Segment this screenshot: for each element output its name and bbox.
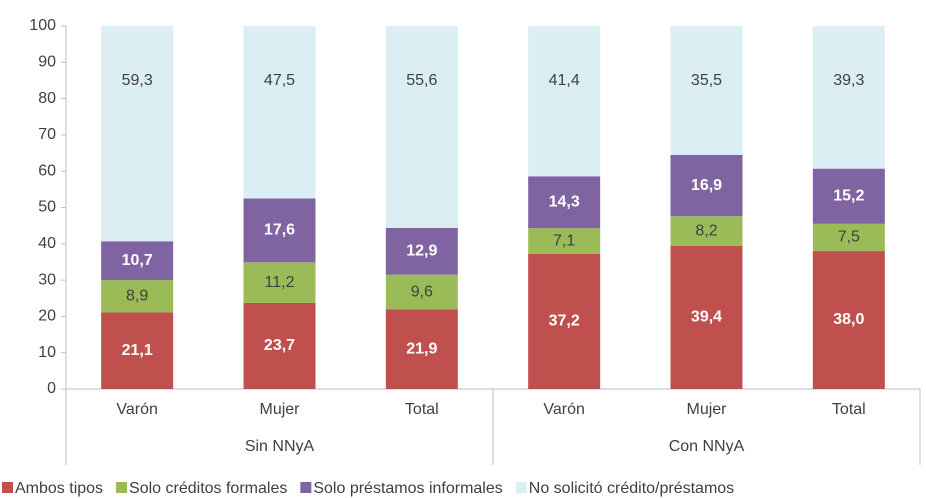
bar-segment: [101, 312, 174, 389]
bar-segment: [812, 168, 885, 224]
value-label: 12,9: [406, 242, 437, 259]
value-label: 15,2: [833, 187, 864, 204]
bar-segment: [670, 216, 743, 246]
bar-segment: [243, 26, 316, 199]
legend-swatch: [515, 482, 527, 493]
value-label: 38,0: [833, 311, 864, 328]
legend-swatch: [2, 482, 13, 493]
value-label: 17,6: [264, 222, 295, 239]
y-tick-label: 0: [47, 380, 56, 397]
legend-swatch: [116, 482, 128, 493]
value-label: 10,7: [122, 252, 153, 269]
y-tick-label: 30: [38, 271, 56, 288]
value-label: 35,5: [691, 72, 722, 89]
value-label: 8,9: [126, 287, 148, 304]
bar-segment: [385, 26, 458, 228]
value-label: 59,3: [122, 72, 153, 89]
bar-segment: [670, 26, 743, 155]
bar-segment: [385, 274, 458, 310]
value-label: 21,9: [406, 340, 437, 357]
value-label: 55,6: [406, 72, 437, 89]
value-label: 23,7: [264, 337, 295, 354]
legend-text: Solo préstamos informales: [313, 480, 502, 497]
y-tick-label: 100: [29, 17, 56, 34]
y-tick-label: 90: [38, 54, 56, 71]
x-tick-label: Mujer: [686, 401, 727, 418]
legend-text: Solo créditos formales: [129, 480, 287, 497]
value-label: 37,2: [549, 313, 580, 330]
x-tick-label: Varón: [116, 401, 158, 418]
bar-segment: [528, 228, 601, 254]
bar-segment: [812, 26, 885, 169]
value-label: 7,5: [838, 229, 860, 246]
bar-segment: [243, 262, 316, 303]
bar-segment: [385, 227, 458, 275]
group-label: Con NNyA: [669, 438, 745, 455]
y-tick-label: 50: [38, 199, 56, 216]
bar-segment: [528, 253, 601, 389]
value-label: 14,3: [549, 193, 580, 210]
x-tick-label: Total: [405, 401, 439, 418]
value-label: 8,2: [695, 222, 717, 239]
value-label: 7,1: [553, 232, 575, 249]
x-tick-label: Total: [832, 401, 866, 418]
bar-segment: [670, 245, 743, 389]
value-label: 39,4: [691, 309, 722, 326]
value-label: 39,3: [833, 72, 864, 89]
x-tick-label: Mujer: [259, 401, 300, 418]
bar-segment: [385, 309, 458, 389]
value-label: 41,4: [549, 72, 580, 89]
value-label: 21,1: [122, 342, 153, 359]
bar-segment: [812, 251, 885, 389]
bar-segment: [101, 241, 174, 281]
value-label: 16,9: [691, 177, 722, 194]
y-tick-label: 10: [38, 344, 56, 361]
bar-segment: [243, 302, 316, 389]
bar-segment: [812, 223, 885, 252]
value-label: 11,2: [265, 274, 295, 291]
legend-text: Ambos tipos: [15, 480, 103, 497]
bar-segment: [243, 198, 316, 263]
legend-text: No solicitó crédito/préstamos: [529, 480, 734, 497]
bar-segment: [528, 26, 601, 177]
bar-segment: [101, 26, 174, 242]
y-tick-label: 60: [38, 162, 56, 179]
x-tick-label: Varón: [543, 401, 585, 418]
bar-segment: [528, 176, 601, 229]
bar-segment: [670, 154, 743, 217]
y-tick-label: 70: [38, 126, 56, 143]
y-tick-label: 40: [38, 235, 56, 252]
group-label: Sin NNyA: [245, 438, 315, 455]
legend-swatch: [300, 482, 312, 493]
value-label: 47,5: [264, 72, 295, 89]
y-tick-label: 20: [38, 308, 56, 325]
y-tick-label: 80: [38, 90, 56, 107]
bar-segment: [101, 280, 174, 313]
value-label: 9,6: [411, 283, 433, 300]
